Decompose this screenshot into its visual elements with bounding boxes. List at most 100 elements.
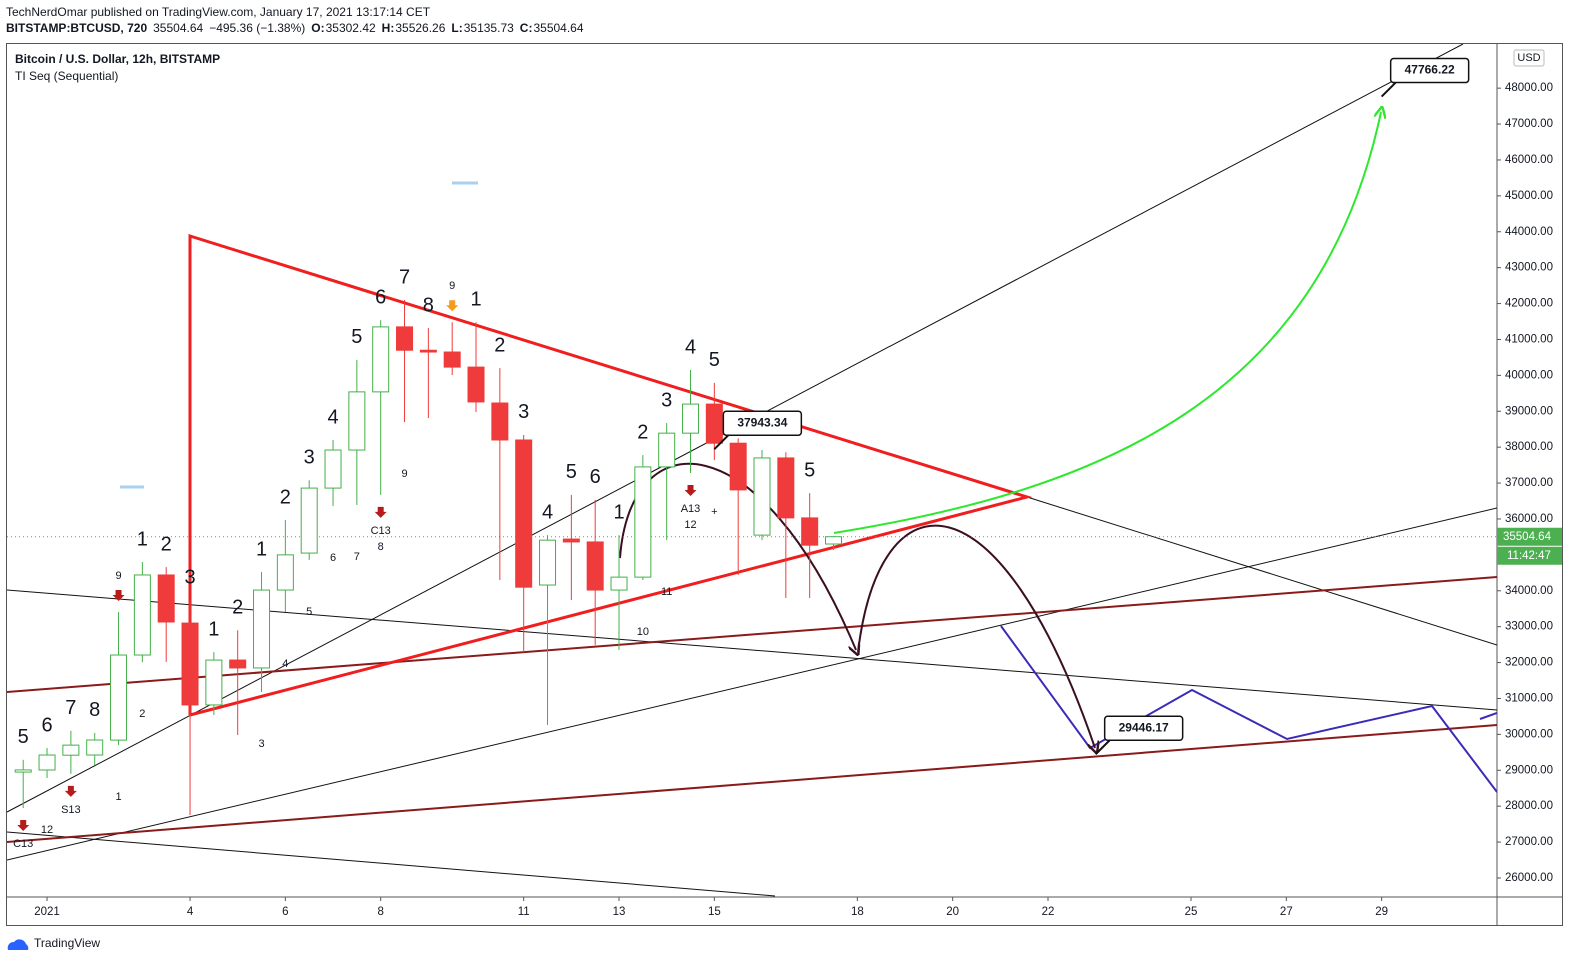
- quote-line: BITSTAMP:BTCUSD, 720 35504.64 −495.36 (−1.…: [6, 21, 584, 35]
- candle-body: [229, 659, 247, 669]
- candle-body: [801, 517, 819, 546]
- count-label: 1: [115, 791, 121, 803]
- candle-body: [491, 402, 509, 441]
- annotation-box: [1389, 57, 1470, 84]
- chart-frame: [6, 43, 1563, 926]
- seq-label: 4: [542, 501, 553, 523]
- candle-body: [276, 554, 294, 591]
- signal-label: A13: [681, 503, 701, 515]
- candle-body: [753, 457, 771, 536]
- path-arrow: [619, 462, 856, 650]
- candle-body: [777, 457, 795, 519]
- seq-label: 3: [304, 446, 315, 468]
- x-tick-label: 2021: [34, 906, 60, 918]
- seq-label: 8: [89, 699, 100, 721]
- y-tick-label: 34000.00: [1505, 585, 1553, 597]
- published: TechNerdOmar published on TradingView.co…: [6, 5, 431, 19]
- candle-body: [38, 754, 56, 771]
- signal-arrow: [112, 589, 125, 601]
- x-tick-label: 22: [1042, 906, 1055, 918]
- trend-line: [7, 724, 1497, 843]
- countdown: 11:42:47: [1507, 550, 1551, 562]
- candle-body: [467, 366, 485, 403]
- candle-body: [586, 541, 604, 591]
- quote-part: 35302.42: [326, 21, 376, 35]
- bull-arrow: [833, 112, 1381, 534]
- indicator-name: TI Seq (Sequential): [15, 69, 118, 83]
- seq-label: 2: [161, 533, 172, 555]
- triangle: [188, 233, 1033, 717]
- count-label: 9: [401, 468, 407, 480]
- candle-body: [253, 589, 271, 669]
- candle-body: [110, 654, 128, 741]
- x-tick-label: 15: [708, 906, 721, 918]
- seq-label: 3: [661, 389, 672, 411]
- seq-label: 2: [280, 486, 291, 508]
- seq-label: 1: [137, 528, 148, 550]
- candle-body: [729, 442, 747, 491]
- seq-label: 1: [613, 501, 624, 523]
- y-tick-label: 36000.00: [1505, 513, 1553, 525]
- candle-body: [562, 538, 580, 543]
- y-tick-label: 40000.00: [1505, 369, 1553, 381]
- y-tick-label: 45000.00: [1505, 190, 1553, 202]
- candles: 5C136127S13891122312132435465768C1379891…: [7, 266, 1497, 850]
- trend-line: [1026, 496, 1497, 646]
- y-tick-label: 42000.00: [1505, 298, 1553, 310]
- count-label: +: [711, 506, 717, 518]
- footer-brand: TradingView: [34, 936, 100, 950]
- quote-part: 35504.64: [153, 21, 203, 35]
- currency-box: [1513, 49, 1545, 67]
- count-label: 12: [41, 824, 53, 836]
- legend-title: Bitcoin / U.S. Dollar, 12h, BITSTAMP: [15, 52, 220, 66]
- candle-body: [324, 449, 342, 489]
- trend-line: [7, 576, 1497, 693]
- annotation-pointer: [1094, 739, 1111, 755]
- y-tick-label: 44000.00: [1505, 226, 1553, 238]
- count-label: 4: [282, 658, 288, 670]
- trend-line: [7, 589, 1497, 711]
- seq-label: 7: [399, 266, 410, 288]
- setup-label: 9: [115, 570, 121, 582]
- count-label: 2: [139, 708, 145, 720]
- signal-label: C13: [13, 838, 33, 850]
- quote-part: BITSTAMP:BTCUSD, 720: [6, 21, 147, 35]
- countdown-tag: [1497, 546, 1562, 565]
- candle-body: [157, 574, 175, 623]
- seq-label: 1: [256, 538, 267, 560]
- seq-label: 2: [232, 597, 243, 619]
- candle-body: [539, 539, 557, 586]
- count-label: 3: [258, 738, 264, 750]
- y-tick-label: 37000.00: [1505, 477, 1553, 489]
- seq-label: 5: [566, 461, 577, 483]
- annotation-label: 47766.22: [1405, 63, 1455, 77]
- seq-label: 1: [470, 289, 481, 311]
- x-tick-label: 20: [946, 906, 959, 918]
- candle-body: [181, 622, 199, 706]
- y-tick-label: 33000.00: [1505, 621, 1553, 633]
- candle-body: [62, 744, 80, 756]
- annotation-pointer: [1380, 81, 1397, 98]
- candle-body: [658, 432, 676, 468]
- quote-part: H:: [382, 21, 395, 35]
- signal-label: S13: [61, 804, 81, 816]
- y-tick-label: 46000.00: [1505, 154, 1553, 166]
- candle-body: [348, 391, 366, 451]
- signal-arrow: [374, 506, 387, 518]
- count-label: 11: [661, 586, 672, 598]
- seq-label: 6: [590, 466, 601, 488]
- trend-line: [7, 507, 1497, 861]
- candle-body: [205, 659, 223, 706]
- seq-label: 6: [41, 714, 52, 736]
- candle-body: [705, 403, 723, 444]
- y-tick-label: 32000.00: [1505, 657, 1553, 669]
- y-tick-label: 26000.00: [1505, 872, 1553, 884]
- quote-part: O:: [311, 21, 324, 35]
- y-tick-label: 30000.00: [1505, 728, 1553, 740]
- y-tick-label: 48000.00: [1505, 82, 1553, 94]
- seq-label: 1: [208, 618, 219, 640]
- x-tick-label: 29: [1375, 906, 1388, 918]
- y-tick-label: 47000.00: [1505, 118, 1553, 130]
